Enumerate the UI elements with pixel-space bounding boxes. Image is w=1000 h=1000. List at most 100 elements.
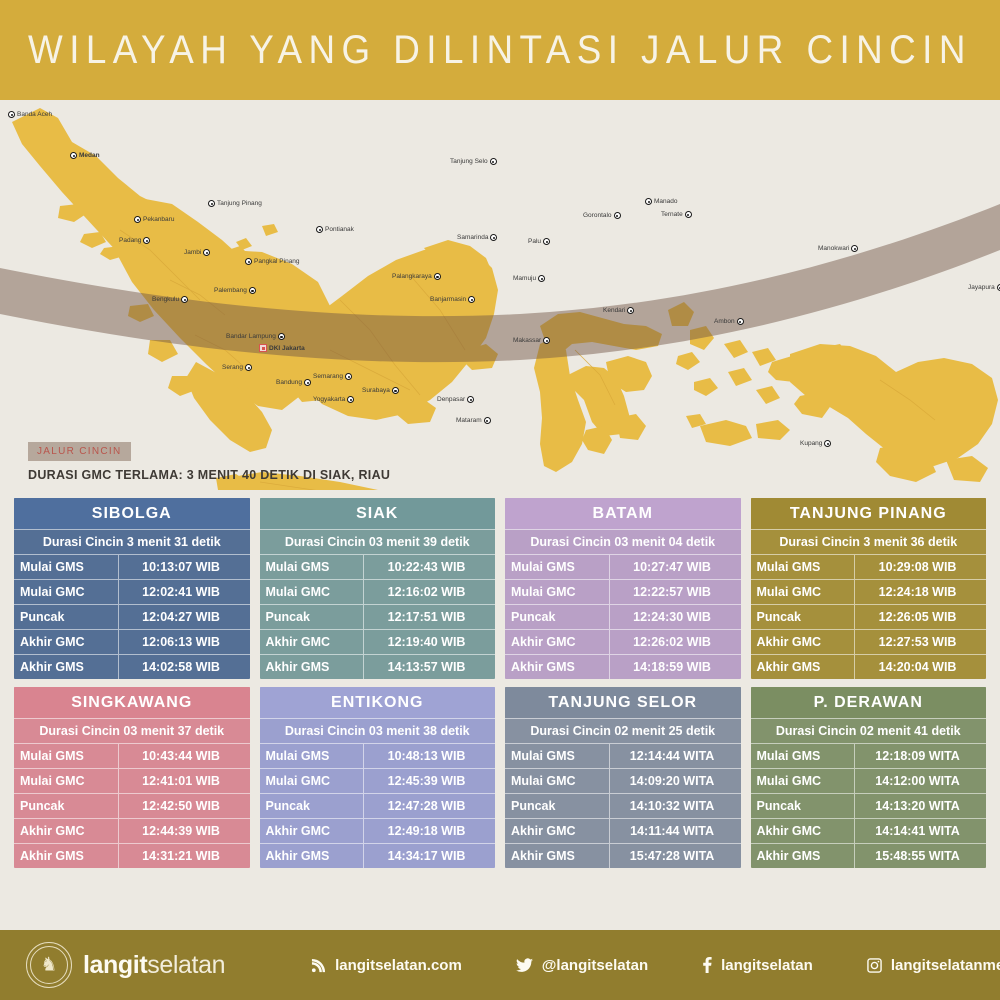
city-marker-icon (824, 440, 832, 447)
city-label-palembang: Palembang (214, 287, 256, 294)
card-row-value: 12:06:13 WIB (117, 630, 250, 654)
card-duration: Durasi Cincin 03 menit 37 detik (14, 718, 250, 743)
city-marker-icon (304, 379, 312, 386)
city-label-banda-aceh: Banda Aceh (8, 111, 52, 118)
city-marker-icon (613, 212, 621, 219)
card-row: Mulai GMC 12:24:18 WIB (750, 579, 986, 604)
card-row-value: 12:24:30 WIB (608, 605, 741, 629)
card-row-label: Mulai GMC (756, 774, 822, 788)
card-title: SIBOLGA (14, 498, 250, 529)
card-row-label: Akhir GMC (756, 635, 822, 649)
map-panel: Banda Aceh Medan Tanjung Pinang Pekanbaru Pa… (0, 100, 1000, 490)
city-label-mataram: Mataram (456, 417, 491, 424)
card-row-label: Puncak (265, 610, 310, 624)
card-row-label: Puncak (265, 799, 310, 813)
city-marker-icon (736, 318, 744, 325)
city-marker-icon (433, 273, 441, 280)
card-row-label: Puncak (20, 610, 65, 624)
city-name: Makassar (513, 337, 542, 344)
city-marker-icon (490, 234, 498, 241)
card-row: Akhir GMS 14:31:21 WIB (14, 843, 250, 868)
brand-name-bold: langit (83, 950, 148, 979)
card-row: Mulai GMC 12:22:57 WIB (505, 579, 741, 604)
city-name: Padang (119, 237, 142, 244)
footer-link-rss[interactable]: langitselatan.com (311, 957, 462, 974)
footer-link-facebook[interactable]: langitselatan (702, 957, 813, 974)
card-title: TANJUNG SELOR (505, 687, 741, 718)
city-marker-icon (245, 258, 252, 265)
card-row-label: Akhir GMC (756, 824, 822, 838)
card-row-label: Puncak (756, 610, 801, 624)
city-label-gorontalo: Gorontalo (583, 212, 621, 219)
city-marker-icon (684, 211, 692, 218)
city-label-ternate: Ternate (661, 211, 692, 218)
card-row-label: Mulai GMC (20, 585, 85, 599)
card-row: Puncak 14:10:32 WITA (505, 793, 741, 818)
social-links: langitselatan.com @langitselatan langitsel… (311, 957, 1000, 974)
card-row: Akhir GMS 15:47:28 WITA (505, 843, 741, 868)
footer-link-twitter[interactable]: @langitselatan (515, 957, 648, 974)
card-row-value: 12:04:27 WIB (117, 605, 250, 629)
card-row-label: Puncak (511, 799, 556, 813)
card-row: Akhir GMC 14:11:44 WITA (505, 818, 741, 843)
card-row: Akhir GMC 14:14:41 WITA (750, 818, 986, 843)
city-name: Jayapura (968, 284, 995, 291)
footer-link-label: langitselatanmedia (890, 956, 1000, 974)
footer-link-instagram[interactable]: langitselatanmedia (867, 957, 1000, 974)
card-title: ENTIKONG (259, 687, 495, 718)
card-row-value: 10:27:47 WIB (608, 555, 741, 579)
card-row-value: 15:47:28 WITA (608, 844, 741, 868)
langitselatan-seal-icon: ♞ (26, 942, 72, 988)
card-row-label: Mulai GMC (511, 585, 576, 599)
city-name: DKI Jakarta (269, 344, 305, 352)
card-entikong: ENTIKONG Durasi Cincin 03 menit 38 detik M… (259, 687, 495, 868)
city-label-banjarmasin: Banjarmasin (430, 296, 476, 303)
card-row-value: 10:13:07 WIB (117, 555, 250, 579)
city-name: Kendari (603, 307, 626, 314)
card-row: Akhir GMS 14:02:58 WIB (14, 654, 250, 679)
city-name: Manado (654, 198, 678, 205)
card-row: Mulai GMS 10:13:07 WIB (14, 554, 250, 579)
city-name: Banjarmasin (430, 296, 467, 303)
city-name: Bandar Lampung (226, 333, 276, 340)
card-row-value: 10:29:08 WIB (854, 555, 986, 579)
capital-marker-icon (259, 344, 267, 352)
card-row-value: 12:18:09 WITA (854, 744, 986, 768)
card-row-value: 12:49:18 WIB (363, 819, 495, 843)
horse-rider-glyph: ♞ (40, 954, 58, 976)
city-label-yogyakarta: Yogyakarta (313, 396, 355, 403)
city-marker-icon (467, 396, 475, 403)
card-row-value: 14:14:41 WITA (854, 819, 986, 843)
city-marker-icon (391, 387, 399, 394)
legend-duration-note: DURASI GMC TERLAMA: 3 MENIT 40 DETIK DI … (28, 468, 391, 482)
card-row-label: Mulai GMS (756, 749, 821, 763)
card-tanjung-pinang: TANJUNG PINANG Durasi Cincin 3 menit 36 d… (750, 498, 986, 679)
city-marker-icon (645, 198, 652, 205)
card-row: Mulai GMS 12:14:44 WITA (505, 743, 741, 768)
card-row-label: Akhir GMC (20, 824, 85, 838)
card-row-label: Akhir GMS (20, 849, 84, 863)
card-row: Mulai GMS 10:48:13 WIB (259, 743, 495, 768)
city-label-bandung: Bandung (276, 379, 312, 386)
city-name: Semarang (313, 373, 343, 380)
card-row-label: Akhir GMS (20, 660, 84, 674)
card-row: Mulai GMC 12:45:39 WIB (259, 768, 495, 793)
card-row-value: 12:24:18 WIB (854, 580, 986, 604)
card-row-label: Mulai GMS (265, 749, 330, 763)
card-row-label: Akhir GMS (265, 660, 330, 674)
card-row-value: 12:42:50 WIB (117, 794, 250, 818)
city-label-medan: Medan (70, 152, 100, 159)
card-row-label: Akhir GMS (756, 849, 821, 863)
card-row-value: 14:09:20 WITA (608, 769, 741, 793)
brand-block: ♞ langitselatan (26, 942, 225, 988)
city-name: Ambon (714, 318, 735, 325)
city-label-ambon: Ambon (714, 318, 744, 325)
city-marker-icon (8, 111, 15, 118)
city-marker-icon (543, 337, 551, 344)
card-row: Akhir GMC 12:44:39 WIB (14, 818, 250, 843)
card-row-value: 12:22:57 WIB (608, 580, 741, 604)
city-name: Gorontalo (583, 212, 612, 219)
city-name: Medan (79, 152, 100, 159)
brand-name-light: selatan (147, 950, 226, 979)
footer-link-label: langitselatan.com (335, 956, 462, 974)
